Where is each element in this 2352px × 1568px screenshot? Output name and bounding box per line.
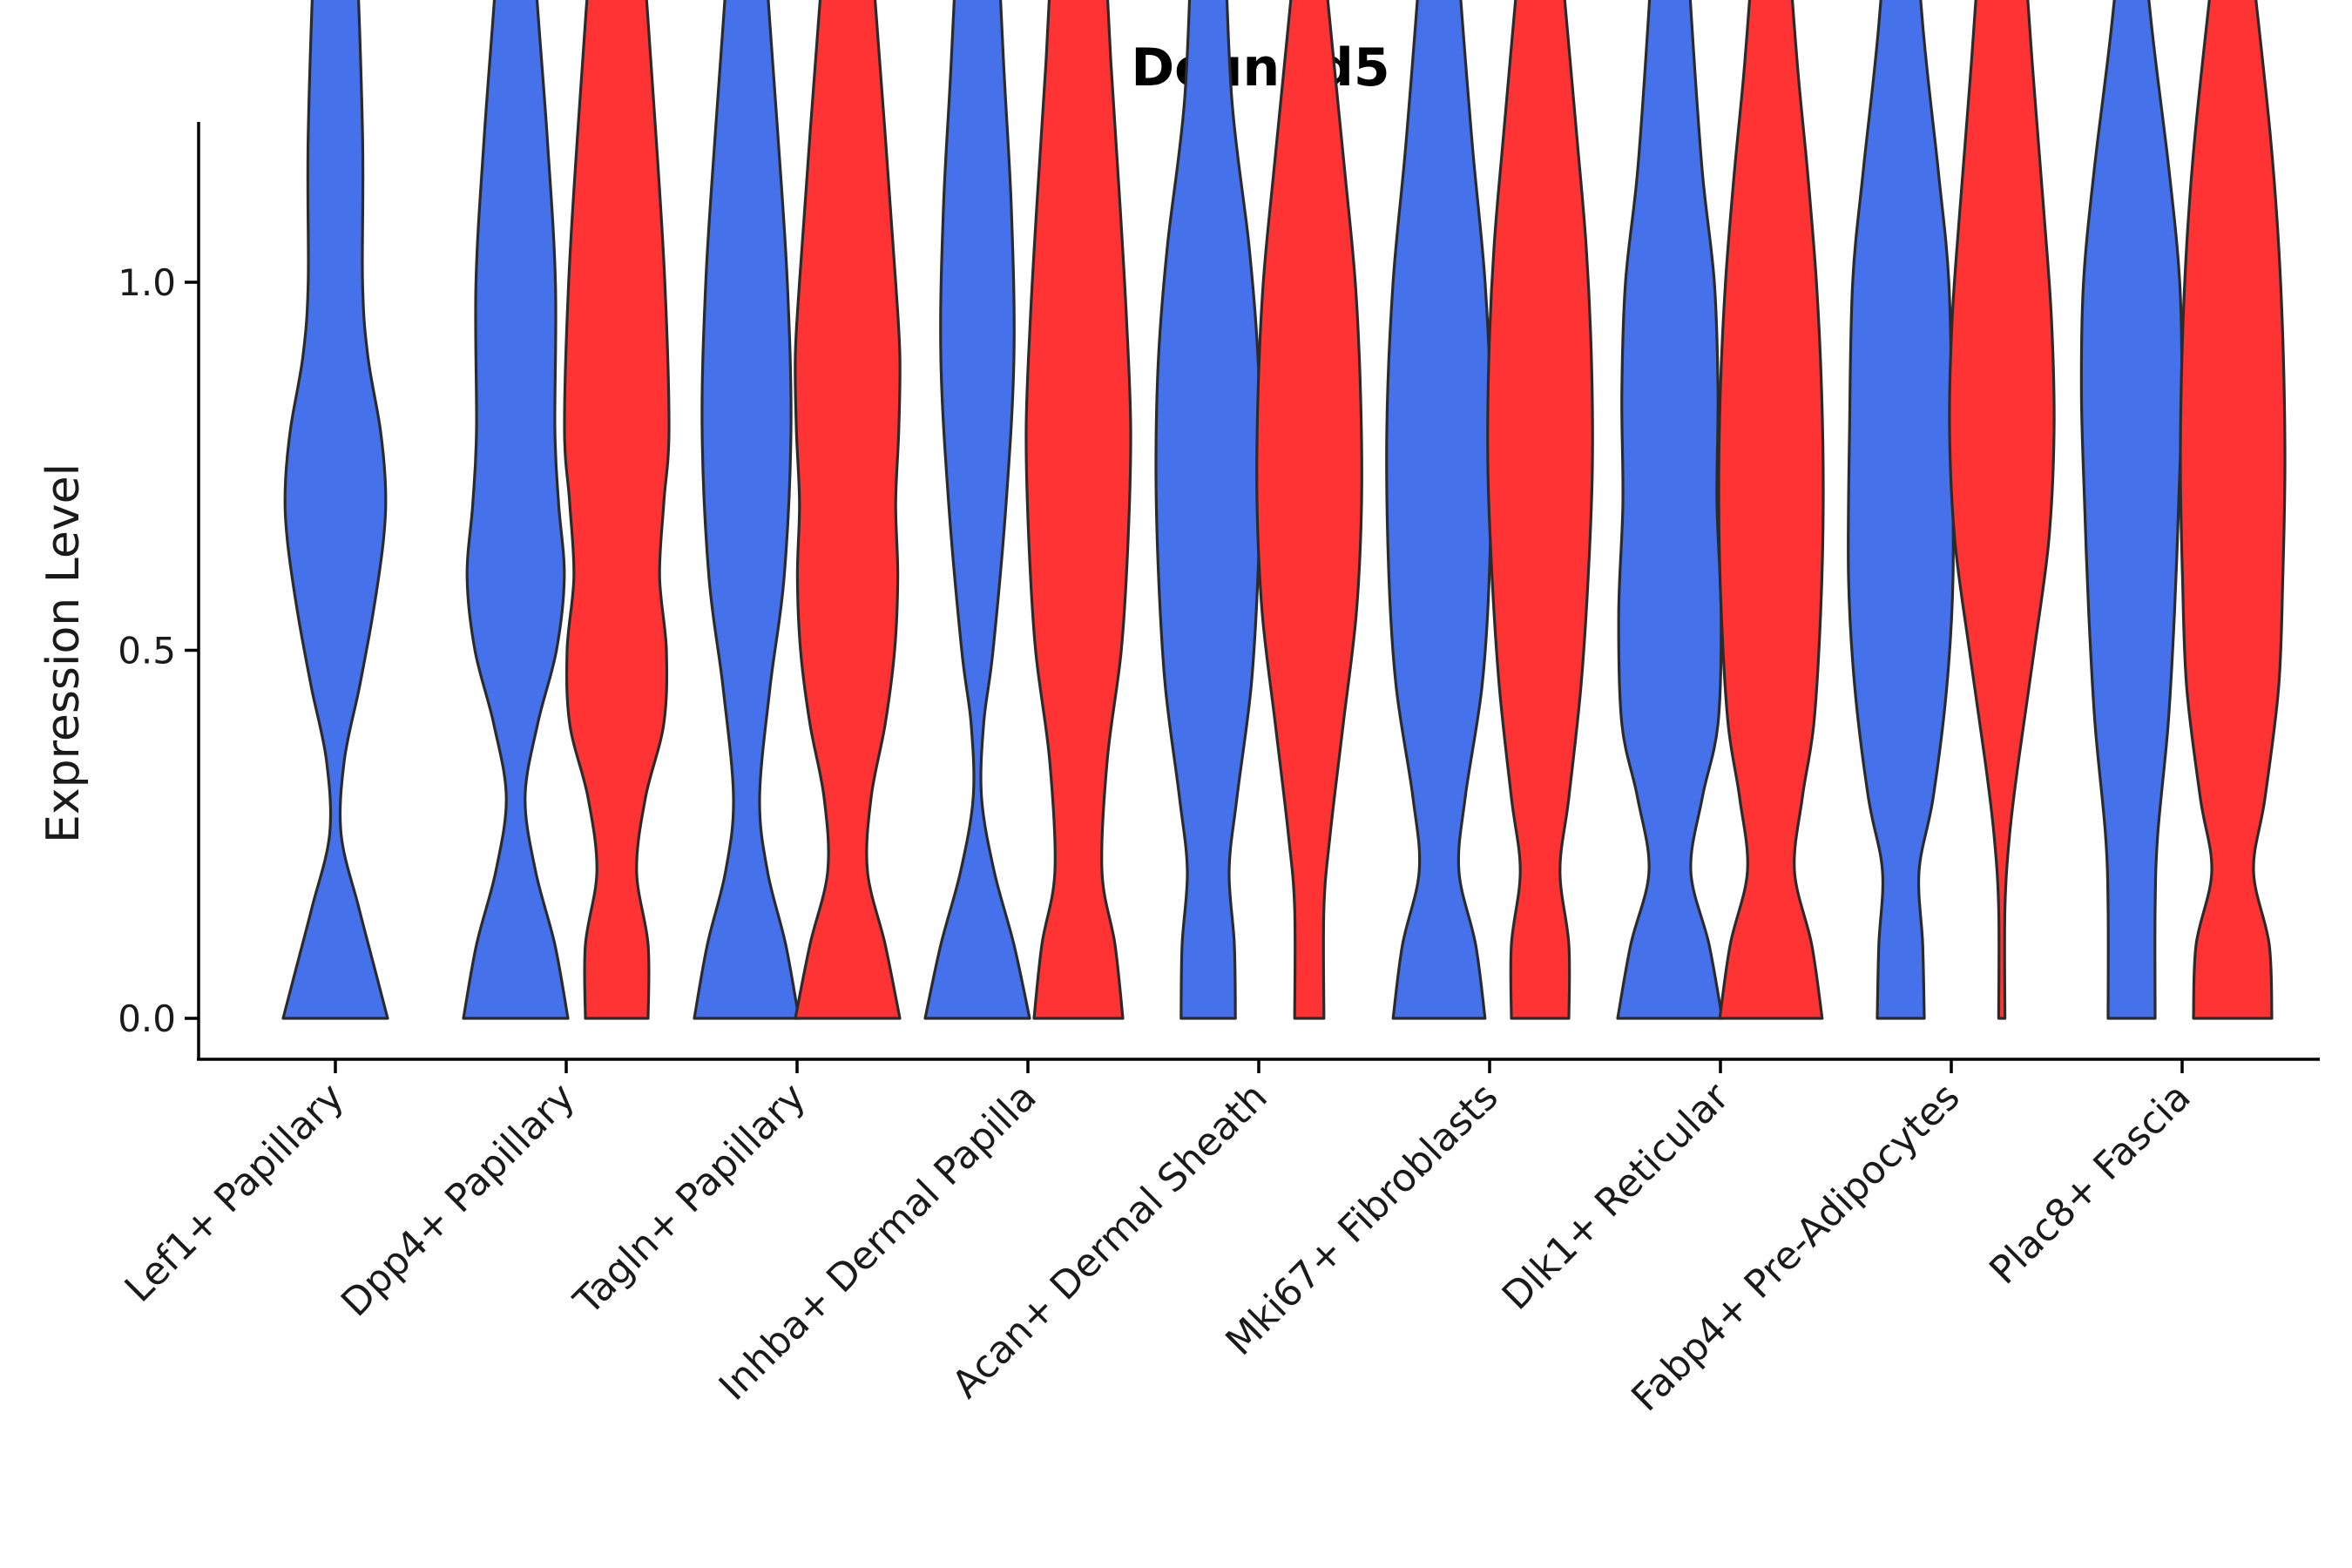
x-category-label-2: Tagln+ Papillary xyxy=(565,1075,814,1324)
violins-layer xyxy=(281,0,2287,1020)
violin-3-blue xyxy=(693,0,801,1020)
chart-title: Dcun1d5 xyxy=(1131,37,1389,98)
y-tick-label-1: 0.5 xyxy=(118,630,176,672)
y-axis-label: Expression Level xyxy=(37,463,90,843)
violin-2-blue xyxy=(462,0,570,1020)
violin-9-red xyxy=(2179,0,2287,1020)
violin-2-red xyxy=(563,0,671,1020)
violin-8-blue xyxy=(1847,0,1955,1020)
violin-6-blue xyxy=(1385,0,1493,1020)
x-category-label-0: Lef1+ Papillary xyxy=(117,1075,353,1311)
violin-9-blue xyxy=(2079,0,2184,1020)
violin-4-blue xyxy=(923,0,1031,1020)
violin-5-blue xyxy=(1154,0,1262,1020)
violin-5-red xyxy=(1255,0,1363,1020)
y-tick-label-2: 1.0 xyxy=(118,261,176,304)
violin-8-red xyxy=(1948,0,2056,1020)
x-category-label-1: Dpp4+ Papillary xyxy=(333,1075,584,1326)
violin-7-blue xyxy=(1616,0,1724,1020)
violin-7-red xyxy=(1717,0,1825,1020)
x-category-label-8: Plac8+ Fascia xyxy=(1981,1075,2200,1294)
y-tick-label-0: 0.0 xyxy=(118,997,176,1040)
violin-6-red xyxy=(1486,0,1594,1020)
y-ticks-layer: 0.00.51.01.52.0 xyxy=(118,261,199,1040)
violin-3-red xyxy=(794,0,902,1020)
violin-1-blue xyxy=(281,0,389,1020)
violin-4-red xyxy=(1024,0,1132,1020)
x-category-label-6: Dlk1+ Reticular xyxy=(1494,1074,1739,1319)
